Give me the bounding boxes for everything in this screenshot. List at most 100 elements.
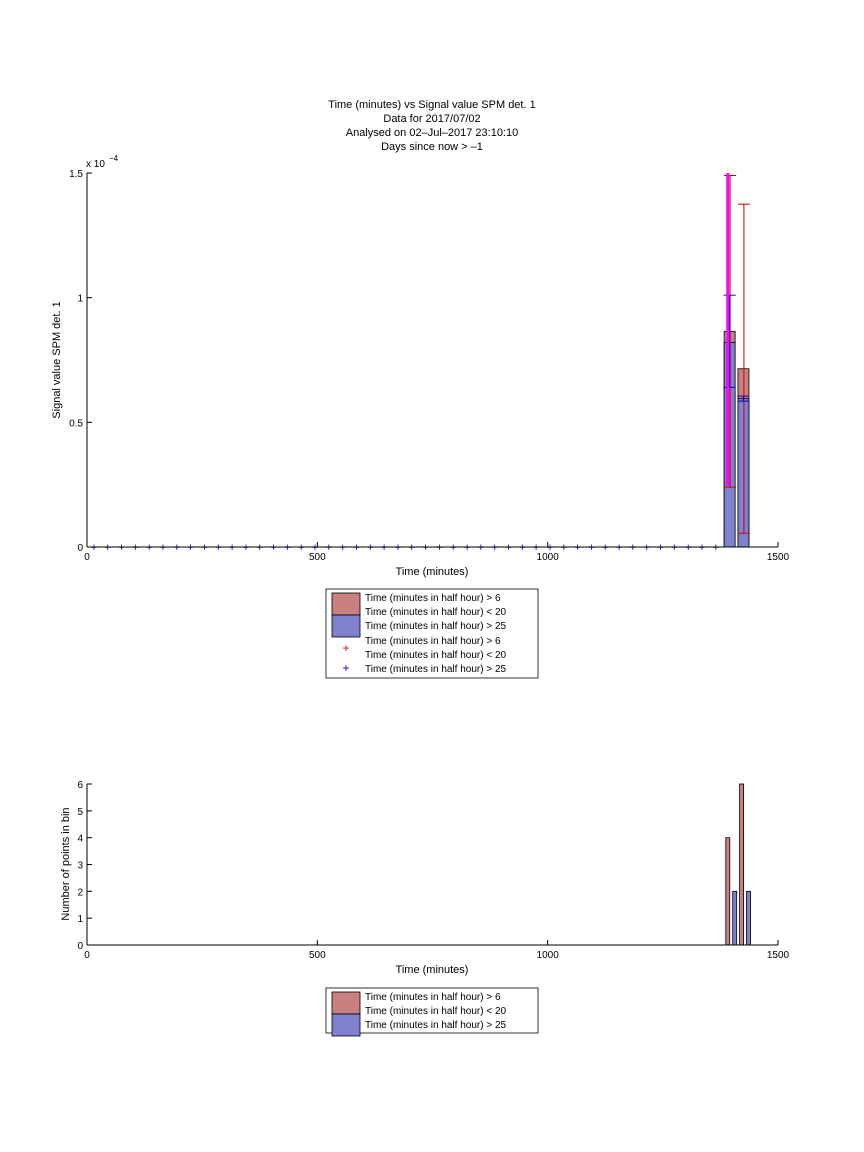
top-marker: + [491,542,497,554]
legend-1-entry-6: Time (minutes in half hour) > 25 [365,664,507,675]
top-x-tick-label: 500 [309,552,326,563]
bottom-y-tick-label: 0 [77,941,83,952]
top-marker: + [630,542,636,554]
top-x-tick-label: 1000 [537,552,560,563]
bottom-bar-red [725,837,731,946]
title-line-3: Analysed on 02–Jul–2017 23:10:10 [346,127,518,139]
top-y-tick-label: 1.5 [69,169,83,180]
top-marker: + [643,542,649,554]
top-marker: + [561,542,567,554]
legend-1-box [325,588,539,679]
y-exponent-text: −4 [109,154,119,163]
top-marker: + [671,542,677,554]
signal-chart: Time (minutes) vs Signal value SPM det. … [51,99,790,679]
legend-2-swatch-red [331,991,361,1015]
top-marker: + [574,542,580,554]
top-marker: + [464,542,470,554]
top-y-tick-label: 1 [77,294,83,305]
top-marker: + [409,542,415,554]
top-marker: + [519,542,525,554]
top-axes: 0 500 1000 1500 0 0.5 1 1.5 [69,169,789,563]
legend-2-box [325,987,539,1034]
x-axis-label-2: Time (minutes) [396,964,469,976]
top-marker: + [326,542,332,554]
title-line-4: Days since now > –1 [381,141,483,153]
bottom-bar-red [739,783,745,946]
top-y-tick-label: 0.5 [69,418,83,429]
legend-1-swatch-blue [331,614,361,638]
top-marker: + [422,542,428,554]
bottom-y-tick-label: 2 [77,887,83,898]
histogram-chart: 0 500 1000 1500 0 1 2 3 4 5 6 Time (minutes) Numbe… [60,780,790,1037]
top-marker: + [201,542,207,554]
legend-2-entry-3: Time (minutes in half hour) > 25 [365,1020,507,1031]
top-marker: + [132,542,138,554]
bottom-x-tick-label: 500 [309,950,326,961]
top-marker: + [270,542,276,554]
legend-2-swatch-blue [331,1013,361,1037]
top-marker: + [160,542,166,554]
top-marker: + [547,542,553,554]
y-axis-label-2: Number of points in bin [60,807,72,920]
plot-area-1 [87,173,778,547]
top-marker: + [118,542,124,554]
bottom-x-tick-label: 1000 [537,950,560,961]
legend-1-swatch-red [331,592,361,616]
bottom-bar-blue [746,890,751,946]
bottom-y-tick-label: 5 [77,807,83,818]
top-marker: + [533,542,539,554]
top-marker: + [312,542,318,554]
legend-1-entry-4: Time (minutes in half hour) > 6 [365,636,501,647]
top-marker: + [505,542,511,554]
chart-title: Time (minutes) vs Signal value SPM det. … [328,99,535,153]
y-exponent-label: x 10 −4 [86,154,119,170]
top-marker: + [353,542,359,554]
legend-1-marker-blue: + [342,661,349,675]
top-marker-series: + + + + + + + + + + + + + + + + + + + + + + + + + + + + + + + + + + + + + + + +… [91,542,719,554]
bottom-x-tick-label: 0 [84,950,90,961]
top-marker: + [713,542,719,554]
top-marker: + [602,542,608,554]
title-line-1: Time (minutes) vs Signal value SPM det. … [328,99,535,111]
title-line-2: Data for 2017/07/02 [383,113,480,125]
legend-1: + + Time (minutes in half hour) > 6 Time… [325,588,539,679]
top-marker: + [478,542,484,554]
top-y-tick-label: 0 [77,543,83,554]
top-x-tick-label: 0 [84,552,90,563]
top-marker: + [616,542,622,554]
top-marker: + [450,542,456,554]
bottom-axes: 0 500 1000 1500 0 1 2 3 4 5 6 [77,780,789,961]
top-marker: + [685,542,691,554]
top-marker: + [367,542,373,554]
legend-1-entry-1: Time (minutes in half hour) > 6 [365,593,501,604]
top-marker: + [257,542,263,554]
top-marker: + [91,542,97,554]
legend-1-entry-5: Time (minutes in half hour) < 20 [365,650,507,661]
bottom-bar-blue [732,890,738,946]
top-marker: + [657,542,663,554]
legend-1-entry-3: Time (minutes in half hour) > 25 [365,621,507,632]
top-marker: + [699,542,705,554]
bottom-x-tick-label: 1500 [767,950,790,961]
legend-1-marker-red: + [342,641,349,655]
top-marker: + [588,542,594,554]
y-axis-label-1: Signal value SPM det. 1 [51,301,63,418]
legend-2-entry-1: Time (minutes in half hour) > 6 [365,992,501,1003]
top-marker: + [215,542,221,554]
top-marker: + [146,542,152,554]
bottom-y-tick-label: 3 [77,861,83,872]
legend-2: Time (minutes in half hour) > 6 Time (mi… [325,987,539,1037]
top-marker: + [339,542,345,554]
legend-2-entry-2: Time (minutes in half hour) < 20 [365,1006,507,1017]
bottom-y-tick-label: 6 [77,780,83,791]
top-marker: + [105,542,111,554]
top-marker: + [436,542,442,554]
legend-1-entry-2: Time (minutes in half hour) < 20 [365,607,507,618]
top-error-bars [723,174,750,534]
top-marker: + [243,542,249,554]
bottom-y-tick-label: 4 [77,834,83,845]
bottom-y-tick-label: 1 [77,914,83,925]
top-x-tick-label: 1500 [767,552,790,563]
top-marker: + [395,542,401,554]
